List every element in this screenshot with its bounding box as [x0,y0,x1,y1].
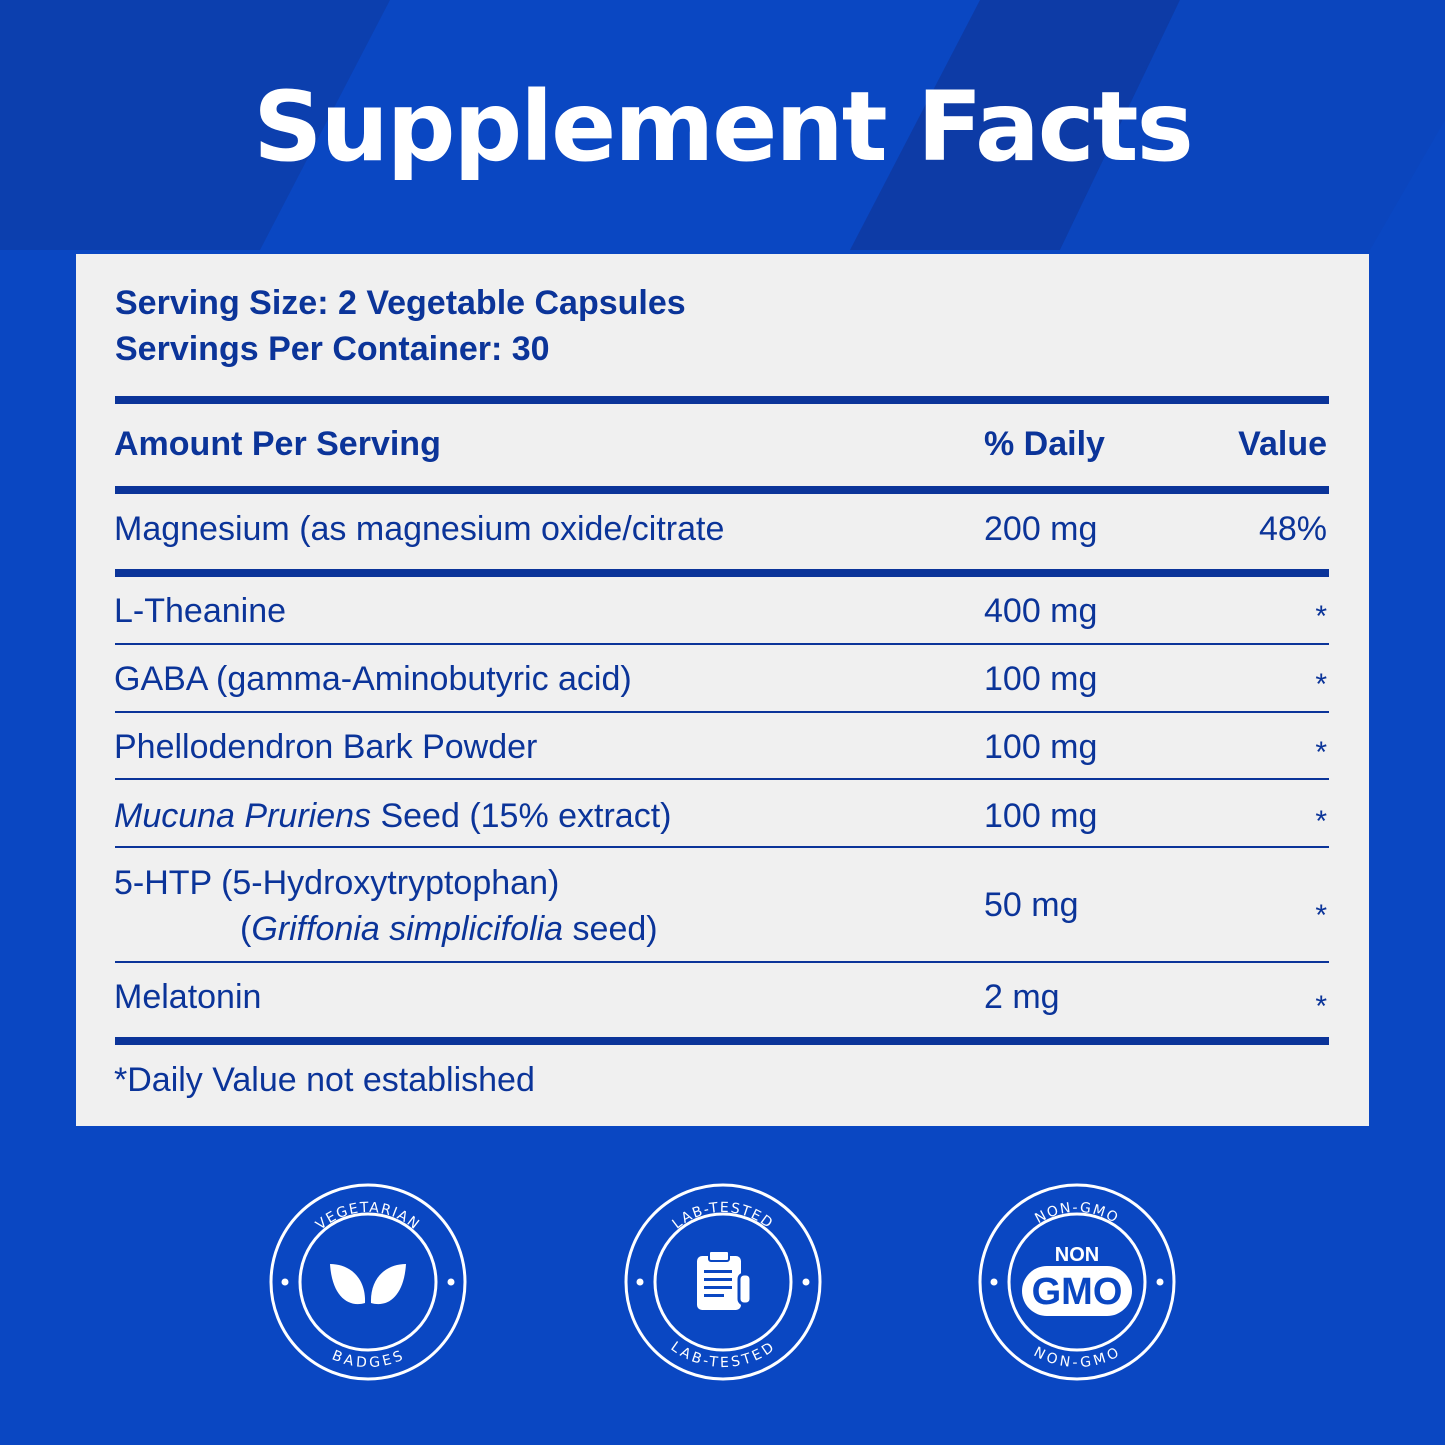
non-text: NON [1055,1244,1099,1266]
ingredient-name: L-Theanine [114,592,287,630]
page-title: Supplement Facts [253,71,1193,183]
ingredient-name: Phellodendron Bark Powder [114,728,538,766]
non-gmo-badge-graphic: NON-GMO NON-GMO NON GMO [978,1183,1176,1381]
ingredient-daily-value: * [1315,805,1327,838]
vegetarian-badge: VEGETARIAN BADGES [268,1182,468,1382]
ingredient-amount: 100 mg [984,728,1098,766]
ingredient-amount: 2 mg [984,978,1060,1016]
non-gmo-icon: NON GMO [1022,1244,1132,1316]
lab-tested-badge-graphic: LAB-TESTED LAB-TESTED [624,1183,822,1381]
divider-thin [115,711,1329,713]
ingredient-daily-value: * [1315,736,1327,769]
ingredient-name: Mucuna Pruriens Seed (15% extract) [114,793,672,839]
header-daily: % Daily [984,425,1105,463]
ingredient-amount: 400 mg [984,592,1098,630]
gmo-text: GMO [1032,1271,1123,1313]
ingredient-daily-value: * [1315,899,1327,932]
ingredient-name: GABA (gamma-Aminobutyric acid) [114,660,632,698]
serving-size: Serving Size: 2 Vegetable Capsules [115,284,686,322]
ingredient-amount: 100 mg [984,797,1098,835]
ingredient-daily-value: * [1315,990,1327,1023]
badge-bottom-text: NON-GMO [1031,1344,1123,1371]
ingredient-name-italic: Griffonia simplicifolia [251,910,564,948]
footnote: *Daily Value not established [114,1061,535,1099]
divider-thin [115,778,1329,780]
divider-thin [115,846,1329,848]
divider-thick [115,486,1329,494]
badge-bottom-text: BADGES [330,1348,407,1372]
ingredient-amount: 50 mg [984,886,1079,924]
badge-bottom-text: LAB-TESTED [668,1339,778,1371]
ingredient-daily-value: * [1315,600,1327,633]
lab-tested-badge: LAB-TESTED LAB-TESTED [623,1182,823,1382]
non-gmo-badge: NON-GMO NON-GMO NON GMO [977,1182,1177,1382]
ingredient-name: Magnesium (as magnesium oxide/citrate [114,510,725,548]
header-amount-per-serving: Amount Per Serving [114,425,441,463]
badge-top-text: LAB-TESTED [670,1200,777,1233]
servings-per-container: Servings Per Container: 30 [115,330,550,368]
ingredient-name-rest: Seed (15% extract) [371,797,672,835]
ingredient-name-line2: (Griffonia simplicifolia seed) [240,906,658,952]
ingredient-name: Melatonin [114,978,262,1016]
badge-top-text: VEGETARIAN [313,1200,423,1234]
ingredient-name-rest: seed) [563,910,658,948]
ingredient-name: 5-HTP (5-Hydroxytryptophan) [114,864,560,902]
supplement-facts-panel: Serving Size: 2 Vegetable Capsules Servi… [76,254,1369,1126]
ingredient-amount: 100 mg [984,660,1098,698]
vegetarian-badge-graphic: VEGETARIAN BADGES [269,1183,467,1381]
ingredient-daily-value: * [1315,668,1327,701]
leaf-icon [330,1264,406,1305]
divider-thick [115,569,1329,577]
paren-open: ( [240,910,252,948]
badge-top-text: NON-GMO [1032,1200,1121,1227]
divider-thick [115,1037,1329,1045]
divider-thin [115,643,1329,645]
serving-info: Serving Size: 2 Vegetable Capsules Servi… [115,280,686,372]
ingredient-amount: 200 mg [984,510,1098,548]
clipboard-icon [697,1250,753,1310]
ingredient-daily-value: 48% [1258,510,1327,548]
divider-thin [115,961,1329,963]
header-value: Value [1238,425,1327,463]
divider-thick [115,396,1329,404]
ingredient-name-italic: Mucuna Pruriens [114,797,372,835]
